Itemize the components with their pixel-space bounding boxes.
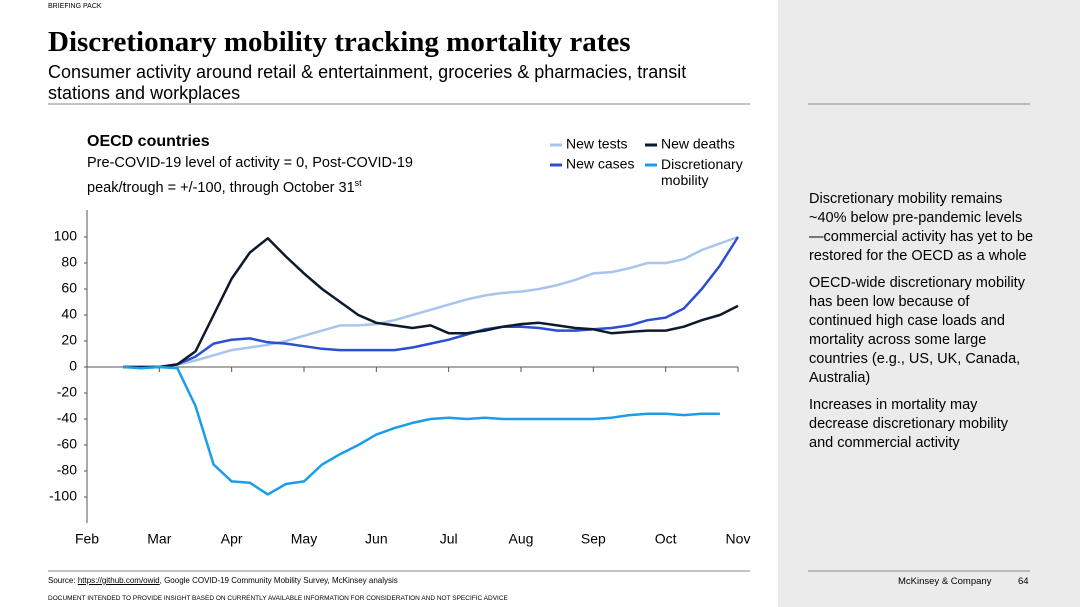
y-tick-label: 20 [61, 332, 77, 348]
sidebar-text: Discretionary mobility remains ~40% belo… [809, 190, 1034, 461]
series-line [123, 235, 739, 369]
slide-title: Discretionary mobility tracking mortalit… [48, 26, 631, 58]
x-tick-label: Nov [726, 531, 751, 547]
briefing-tag: BRIEFING PACK [48, 3, 102, 10]
x-tick-label: Jun [365, 531, 388, 547]
x-tick-label: Apr [221, 531, 243, 547]
legend-label: New tests [566, 136, 627, 152]
legend-label: Discretionary mobility [661, 156, 743, 188]
page-number: 64 [1018, 576, 1029, 587]
legend-label: New cases [566, 156, 634, 172]
series-line [123, 236, 740, 369]
sidebar-panel [778, 0, 1080, 607]
x-tick-label: Sep [581, 531, 606, 547]
y-tick-label: 100 [54, 228, 78, 244]
y-tick-label: -100 [49, 488, 77, 504]
sidebar-paragraph: Discretionary mobility remains ~40% belo… [809, 191, 1034, 264]
x-tick-label: Jul [440, 531, 458, 547]
y-tick-label: 40 [61, 306, 77, 322]
chart-subtitle-text: Pre-COVID-19 level of activity = 0, Post… [87, 155, 413, 196]
disclaimer: DOCUMENT INTENDED TO PROVIDE INSIGHT BAS… [48, 595, 508, 602]
series-line [123, 365, 720, 496]
x-tick-label: Mar [147, 531, 171, 547]
legend-label: New deaths [661, 136, 735, 152]
company: McKinsey & Company [898, 576, 992, 587]
source-link: https://github.com/owid [77, 576, 160, 585]
x-tick-label: Oct [655, 531, 677, 547]
slide-subtitle: Consumer activity around retail & entert… [48, 62, 687, 103]
source-rest: , Google COVID-19 Community Mobility Sur… [159, 576, 398, 585]
sidebar-paragraph: Increases in mortality may decrease disc… [809, 397, 1009, 451]
source-prefix: Source: [48, 576, 76, 585]
chart-subtitle-sup: st [354, 178, 362, 188]
x-tick-label: Aug [509, 531, 534, 547]
y-tick-label: -80 [57, 462, 77, 478]
chart-title: OECD countries [87, 133, 210, 150]
y-tick-label: -20 [57, 384, 77, 400]
y-tick-label: -40 [57, 410, 77, 426]
x-tick-label: May [291, 531, 317, 547]
y-tick-label: -60 [57, 436, 77, 452]
y-tick-label: 0 [69, 358, 77, 374]
y-tick-label: 80 [61, 254, 77, 270]
series-line [123, 237, 739, 369]
y-tick-label: 60 [61, 280, 77, 296]
sidebar-paragraph: OECD-wide discretionary mobility has bee… [809, 275, 1025, 386]
source: Source: https://github.com/owid, Google … [48, 576, 398, 585]
chart-subtitle: Pre-COVID-19 level of activity = 0, Post… [87, 153, 457, 198]
x-tick-label: Feb [75, 531, 99, 547]
